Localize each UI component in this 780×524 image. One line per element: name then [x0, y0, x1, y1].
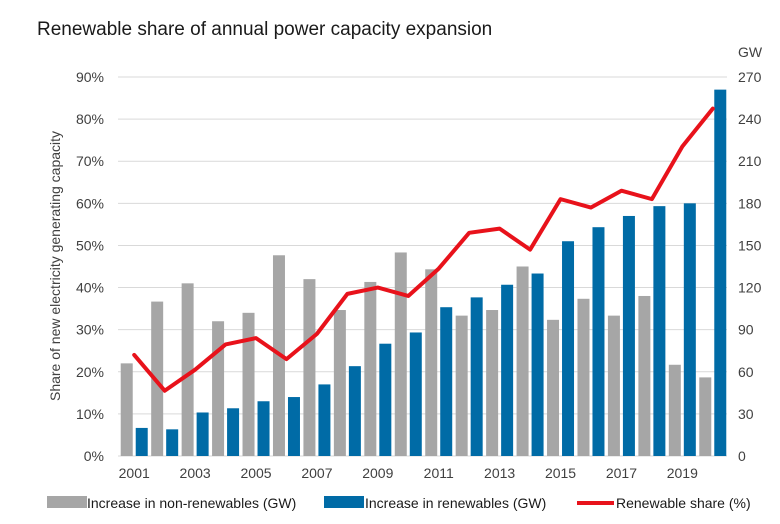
legend-label: Increase in renewables (GW): [365, 495, 546, 511]
bar-non-renewables: [547, 319, 560, 456]
y2-tick-label: 120: [738, 280, 762, 296]
x-tick-label: 2017: [606, 465, 637, 481]
bar-renewables: [379, 343, 392, 456]
bar-non-renewables: [120, 363, 133, 456]
x-tick-label: 2011: [424, 465, 454, 481]
legend-swatch: [47, 496, 87, 508]
y-tick-label: 80%: [76, 111, 104, 127]
legend-label: Renewable share (%): [616, 495, 751, 511]
y-tick-label: 20%: [76, 364, 104, 380]
bar-renewables: [257, 401, 270, 456]
bar-non-renewables: [212, 321, 225, 456]
bars: [120, 89, 727, 456]
bar-non-renewables: [333, 310, 346, 456]
y-axis-ticks: 0% 10% 20% 30% 40% 50% 60% 70% 80% 90%: [76, 69, 104, 464]
x-tick-label: 2001: [119, 465, 150, 481]
y2-tick-label: 240: [738, 111, 762, 127]
y-tick-label: 50%: [76, 237, 104, 253]
bar-non-renewables: [486, 310, 499, 456]
y2-axis-ticks: 0 30 60 90 120 150 180 210 240 270: [738, 69, 762, 464]
bar-renewables: [348, 366, 361, 456]
bar-non-renewables: [516, 266, 529, 456]
bar-non-renewables: [668, 364, 681, 456]
bar-renewables: [135, 427, 148, 456]
y-axis-label: Share of new electricity generating capa…: [47, 131, 63, 401]
bar-non-renewables: [151, 301, 164, 456]
bar-renewables: [531, 273, 544, 456]
x-tick-label: 2003: [180, 465, 211, 481]
bar-non-renewables: [394, 252, 407, 456]
legend: Increase in non-renewables (GW) Increase …: [47, 495, 751, 511]
y-tick-label: 90%: [76, 69, 104, 85]
x-axis-ticks: 2001 2003 2005 2007 2009 2011 2013 2015 2017 2019: [119, 465, 698, 481]
bar-non-renewables: [242, 312, 255, 456]
y-tick-label: 70%: [76, 153, 104, 169]
y2-tick-label: 180: [738, 195, 762, 211]
bar-non-renewables: [607, 315, 620, 456]
y2-tick-label: 60: [738, 364, 754, 380]
bar-renewables: [622, 215, 635, 456]
bar-non-renewables: [455, 315, 468, 456]
bar-renewables: [196, 412, 209, 456]
bar-renewables: [166, 429, 179, 456]
bar-renewables: [714, 89, 727, 456]
x-tick-label: 2009: [362, 465, 393, 481]
y2-axis-label: GW: [738, 44, 763, 60]
bar-renewables: [653, 206, 666, 456]
x-tick-label: 2005: [240, 465, 271, 481]
chart-title: Renewable share of annual power capacity…: [37, 19, 492, 40]
x-tick-label: 2019: [667, 465, 698, 481]
bar-non-renewables: [577, 298, 590, 456]
bar-renewables: [440, 307, 453, 456]
bar-renewables: [409, 332, 422, 456]
bar-non-renewables: [181, 283, 194, 456]
bar-non-renewables: [303, 279, 316, 456]
gridlines: [118, 76, 727, 457]
x-tick-label: 2015: [545, 465, 576, 481]
bar-renewables: [562, 241, 575, 456]
y-tick-label: 10%: [76, 406, 104, 422]
bar-non-renewables: [699, 377, 712, 456]
bar-non-renewables: [638, 295, 651, 456]
y-tick-label: 40%: [76, 280, 104, 296]
y2-tick-label: 270: [738, 69, 762, 85]
x-tick-label: 2013: [484, 465, 515, 481]
bar-renewables: [470, 297, 483, 456]
bar-non-renewables: [364, 281, 377, 456]
y-tick-label: 30%: [76, 322, 104, 338]
x-tick-label: 2007: [301, 465, 332, 481]
share-line: [132, 106, 715, 393]
bar-renewables: [227, 408, 240, 456]
renewable-share-line: [132, 106, 715, 393]
y2-tick-label: 210: [738, 153, 762, 169]
y-tick-label: 60%: [76, 195, 104, 211]
y2-tick-label: 150: [738, 237, 762, 253]
y2-tick-label: 0: [738, 448, 746, 464]
y2-tick-label: 90: [738, 322, 754, 338]
bar-renewables: [318, 384, 331, 456]
bar-renewables: [501, 284, 514, 456]
bar-renewables: [592, 227, 605, 456]
bar-renewables: [683, 203, 696, 456]
bar-non-renewables: [425, 269, 438, 456]
bar-renewables: [287, 397, 300, 456]
legend-label: Increase in non-renewables (GW): [87, 495, 296, 511]
y-tick-label: 0%: [84, 448, 104, 464]
y2-tick-label: 30: [738, 406, 754, 422]
legend-swatch: [324, 496, 364, 508]
